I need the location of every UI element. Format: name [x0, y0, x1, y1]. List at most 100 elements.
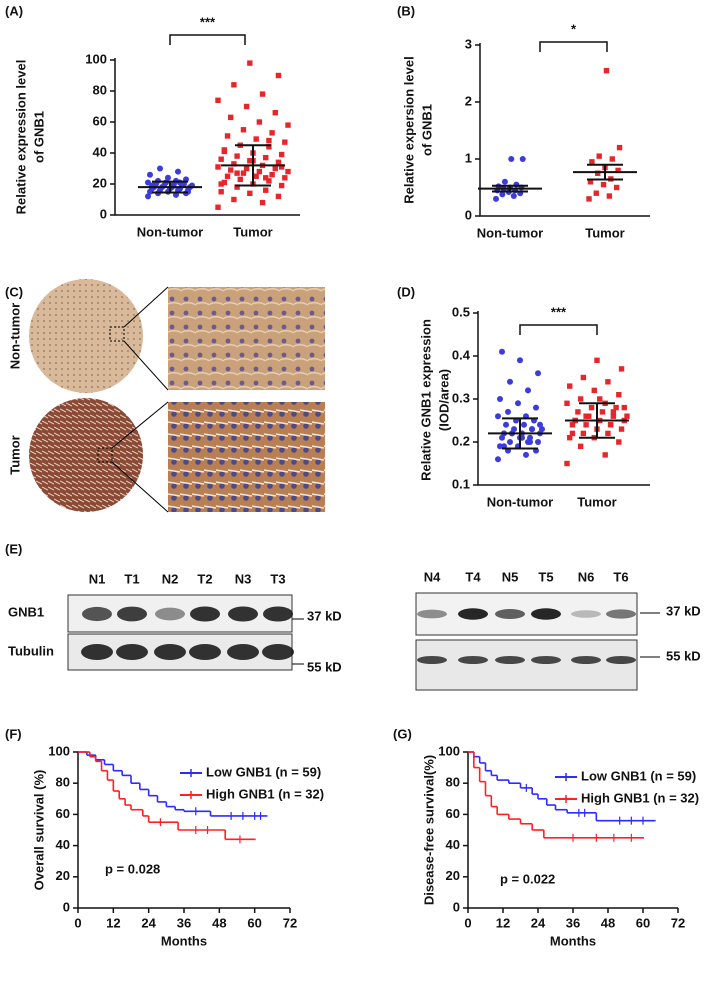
- y-axis-title: Relative expression level: [13, 60, 28, 215]
- data-point: [527, 434, 533, 441]
- significance: *: [571, 21, 577, 36]
- data-point: [256, 168, 263, 175]
- band: [417, 609, 447, 619]
- data-point: [610, 409, 617, 415]
- y-tick-label: 100: [438, 743, 460, 758]
- y-tick-label: 40: [93, 144, 107, 159]
- data-point: [285, 122, 291, 128]
- data-point: [256, 119, 263, 125]
- data-point: [269, 130, 275, 136]
- data-point: [607, 422, 614, 428]
- data-point: [586, 413, 592, 419]
- data-point: [602, 452, 608, 458]
- data-point: [605, 379, 611, 385]
- y-tick-label: 1: [465, 150, 472, 165]
- data-point: [259, 199, 266, 206]
- data-point: [537, 421, 543, 428]
- data-point: [231, 196, 237, 203]
- data-point: [605, 430, 611, 437]
- data-point: [253, 136, 259, 142]
- data-point: [234, 153, 240, 159]
- panel-c: (C) Non-tumor Tumor: [5, 279, 325, 513]
- data-point: [603, 67, 610, 74]
- data-point: [253, 173, 259, 179]
- panel-label: (D): [397, 284, 415, 299]
- data-point: [615, 167, 621, 174]
- x-tick-label: 72: [671, 915, 685, 930]
- data-point: [588, 404, 595, 411]
- data-point: [243, 165, 250, 172]
- data-point: [215, 204, 221, 210]
- data-point: [266, 144, 272, 150]
- row-label: Tubulin: [8, 643, 54, 658]
- zoom-image: [168, 402, 325, 512]
- data-point: [593, 190, 599, 196]
- data-point: [497, 396, 503, 402]
- data-point: [247, 60, 253, 66]
- lane-label: N6: [578, 569, 595, 584]
- data-point: [266, 137, 272, 144]
- blot: [415, 639, 638, 691]
- x-tick-label: 0: [464, 915, 471, 930]
- data-point: [621, 404, 627, 411]
- data-point: [263, 154, 269, 161]
- lane-label: N4: [424, 569, 441, 584]
- band: [117, 606, 147, 622]
- data-point: [569, 422, 576, 428]
- data-point: [567, 435, 573, 441]
- panel-label: (A): [5, 3, 23, 18]
- y-tick-label: 40: [446, 837, 460, 852]
- x-tick-label: 72: [283, 915, 297, 930]
- y-tick-label: 80: [446, 775, 460, 790]
- size-label: 55 kD: [307, 659, 342, 674]
- y-tick-label: 100: [85, 51, 107, 66]
- data-point: [278, 151, 285, 158]
- y-axis-title: of GNB1: [419, 104, 434, 156]
- band: [82, 606, 112, 622]
- legend-label: High GNB1 (n = 32): [206, 786, 324, 801]
- annotation: p = 0.028: [105, 861, 160, 876]
- y-tick-label: 0: [453, 899, 460, 914]
- data-point: [218, 181, 224, 187]
- size-tick: [292, 612, 660, 665]
- data-point: [519, 156, 526, 162]
- x-tick-label: 12: [496, 915, 510, 930]
- band: [228, 606, 258, 622]
- significance: ***: [200, 14, 216, 29]
- significance-bracket: [519, 324, 598, 335]
- y-tick-label: 100: [48, 743, 70, 758]
- y-tick-label: 60: [56, 806, 70, 821]
- panel-e: (E) GNB1 Tubulin 37 kD 55 kD 37 kD 55 kD…: [5, 541, 701, 691]
- data-point: [577, 396, 584, 402]
- y-tick-label: 3: [465, 36, 472, 51]
- data-point: [616, 144, 623, 151]
- data-point: [272, 165, 278, 172]
- data-point: [495, 456, 501, 463]
- data-point: [510, 193, 517, 200]
- band: [155, 607, 185, 621]
- band: [116, 644, 148, 660]
- data-point: [577, 443, 584, 449]
- panel-label: (C): [5, 284, 23, 299]
- data-point: [231, 82, 237, 88]
- data-point: [580, 430, 587, 437]
- lane-label: T1: [124, 571, 139, 586]
- tissue-core: [29, 279, 143, 393]
- y-tick-label: 0.3: [452, 390, 470, 405]
- data-point: [624, 413, 630, 419]
- x-tick-label: 0: [74, 915, 81, 930]
- x-tick-label: Non-tumor: [137, 224, 203, 239]
- data-point: [175, 168, 181, 175]
- data-point: [282, 139, 288, 145]
- data-point: [564, 400, 570, 406]
- panel-label: (B): [397, 3, 415, 18]
- data-point: [508, 156, 515, 162]
- data-point: [221, 148, 228, 155]
- band: [81, 644, 113, 660]
- data-point: [600, 181, 607, 188]
- data-point: [505, 408, 511, 415]
- y-tick-label: 20: [56, 868, 70, 883]
- data-point: [569, 430, 576, 437]
- x-tick-label: 60: [636, 915, 650, 930]
- y-tick-label: 0.1: [452, 476, 470, 491]
